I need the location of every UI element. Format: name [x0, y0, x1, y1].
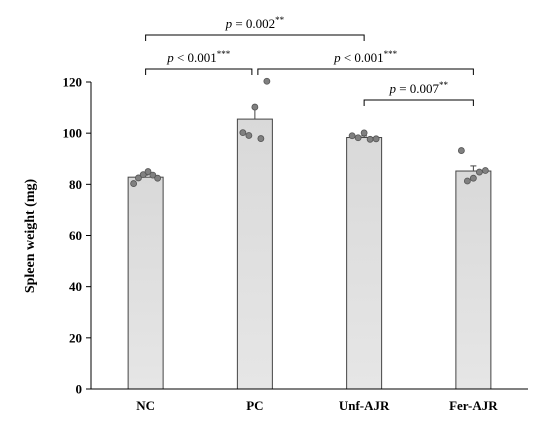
data-point [154, 174, 162, 182]
y-tick-label: 40 [69, 279, 82, 294]
p-value-label: p < 0.001*** [166, 49, 231, 65]
p-value-label: p < 0.001*** [333, 49, 398, 65]
x-tick-label: NC [136, 398, 155, 413]
bar [346, 137, 383, 390]
data-point [354, 134, 362, 142]
data-point [130, 180, 138, 187]
x-tick-label: Fer-AJR [449, 398, 498, 413]
data-point [348, 132, 356, 140]
data-points [130, 77, 489, 187]
data-point [144, 168, 152, 175]
y-axis-label: Spleen weight (mg) [23, 179, 38, 294]
y-tick-label: 80 [69, 177, 82, 192]
bars [127, 106, 492, 390]
data-point [372, 135, 380, 143]
bar [127, 176, 164, 390]
data-point [257, 135, 265, 142]
x-tick-label: Unf-AJR [339, 398, 390, 413]
data-point [463, 177, 471, 185]
x-tick-label: PC [246, 398, 263, 413]
data-point [263, 77, 271, 85]
x-axis: NC PC Unf-AJR Fer-AJR [91, 388, 528, 413]
p-value-label: p = 0.007** [388, 80, 448, 96]
significance-bracket [145, 68, 253, 75]
data-point [139, 171, 147, 179]
data-point [481, 167, 489, 174]
bar [455, 170, 492, 390]
significance-bracket [257, 68, 474, 75]
y-tick-label: 60 [69, 228, 82, 243]
y-tick-label: 20 [69, 330, 82, 345]
y-tick-label: 0 [76, 382, 83, 397]
data-point [251, 103, 259, 111]
significance-annotations: p = 0.002** p < 0.001*** p < 0.001*** p = 0… [145, 15, 474, 106]
data-point [366, 135, 374, 143]
data-point [469, 174, 477, 182]
data-point [239, 129, 247, 137]
y-axis: 0 20 40 60 80 100 120 [63, 75, 92, 397]
data-point [135, 174, 142, 182]
data-point [360, 129, 368, 137]
significance-bracket [363, 99, 474, 106]
p-value-label: p = 0.002** [225, 15, 285, 31]
data-point [149, 171, 157, 179]
y-tick-label: 100 [63, 126, 83, 141]
data-point [245, 132, 253, 139]
y-tick-label: 120 [63, 75, 83, 90]
bar [236, 118, 273, 390]
data-point [475, 168, 483, 176]
significance-bracket [145, 34, 365, 41]
data-point [457, 147, 465, 154]
